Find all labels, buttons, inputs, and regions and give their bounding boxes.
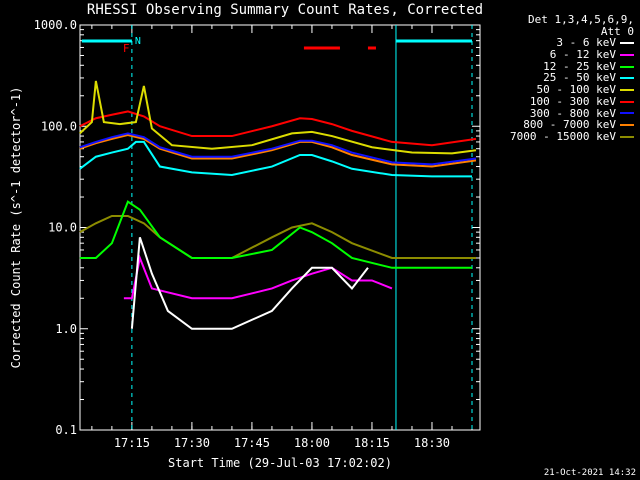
y-tick-label: 0.1 — [55, 423, 77, 437]
legend-item-swatch — [620, 112, 634, 115]
series-line — [79, 80, 477, 155]
x-tick-label: 18:00 — [294, 436, 330, 450]
legend-item-swatch — [620, 77, 634, 80]
series-line — [79, 200, 472, 269]
night-flag-label: N — [135, 36, 141, 47]
y-tick-label: 1.0 — [55, 322, 77, 336]
legend-header-detectors: Det 1,3,4,5,6,9, — [528, 13, 634, 26]
legend-item-label: 3 - 6 keV — [556, 36, 616, 50]
legend-item-swatch — [620, 135, 634, 138]
y-axis-label: Corrected Count Rate (s^-1 detector^-1) — [9, 87, 23, 369]
x-tick-label: 18:30 — [414, 436, 450, 450]
series-line — [79, 132, 477, 166]
x-tick-label: 18:15 — [354, 436, 390, 450]
y-tick-label: 1000.0 — [34, 18, 77, 32]
legend-item-swatch — [620, 100, 634, 103]
legend-item-label: 300 - 800 keV — [529, 106, 616, 120]
legend-item-label: 800 - 7000 keV — [523, 118, 616, 132]
legend-item: 6 - 12 keV — [484, 49, 634, 61]
x-tick-label: 17:45 — [234, 436, 270, 450]
footer-date: 21-Oct-2021 14:32 — [543, 468, 636, 478]
legend-item-label: 25 - 50 keV — [543, 71, 616, 85]
x-tick-label: 17:30 — [174, 436, 210, 450]
legend-item-swatch — [620, 53, 634, 56]
legend-header-attenuator: Att 0 — [600, 24, 634, 38]
series-line — [79, 140, 472, 178]
x-axis-label: Start Time (29-Jul-03 17:02:02) — [168, 456, 392, 470]
legend-item-label: 100 - 300 keV — [529, 94, 616, 108]
legend-item-swatch — [620, 65, 634, 68]
legend-item: 100 - 300 keV — [484, 96, 634, 108]
legend-item: 7000 - 15000 keV — [484, 131, 634, 143]
chart-title: RHESSI Observing Summary Count Rates, Co… — [86, 2, 484, 18]
y-tick-label: 10.0 — [48, 221, 77, 235]
legend-item: 12 - 25 keV — [484, 61, 634, 73]
legend-item: 3 - 6 keV — [484, 37, 634, 49]
series-line — [79, 133, 477, 168]
legend-item: 25 - 50 keV — [484, 72, 634, 84]
y-tick-label: 100.0 — [41, 119, 77, 133]
legend: Det 1,3,4,5,6,9, Att 0 3 - 6 keV 6 - 12 k… — [484, 14, 634, 143]
series-line — [130, 236, 369, 330]
series-line — [79, 214, 476, 259]
series-line — [123, 254, 393, 300]
legend-item-label: 6 - 12 keV — [549, 48, 616, 62]
legend-item-swatch — [620, 89, 634, 91]
legend-item: 50 - 100 keV — [484, 84, 634, 96]
legend-item-label: 7000 - 15000 keV — [510, 129, 616, 143]
legend-item: 300 - 800 keV — [484, 106, 634, 120]
legend-item-swatch — [620, 124, 634, 127]
legend-item-swatch — [620, 42, 634, 45]
legend-item-label: 12 - 25 keV — [543, 59, 616, 73]
legend-item-label: 50 - 100 keV — [536, 83, 616, 97]
flare-flag-label: F — [123, 42, 130, 55]
series-line — [79, 110, 477, 147]
plot-frame — [79, 24, 481, 431]
legend-item: 800 - 7000 keV — [484, 119, 634, 131]
x-tick-label: 17:15 — [114, 436, 150, 450]
